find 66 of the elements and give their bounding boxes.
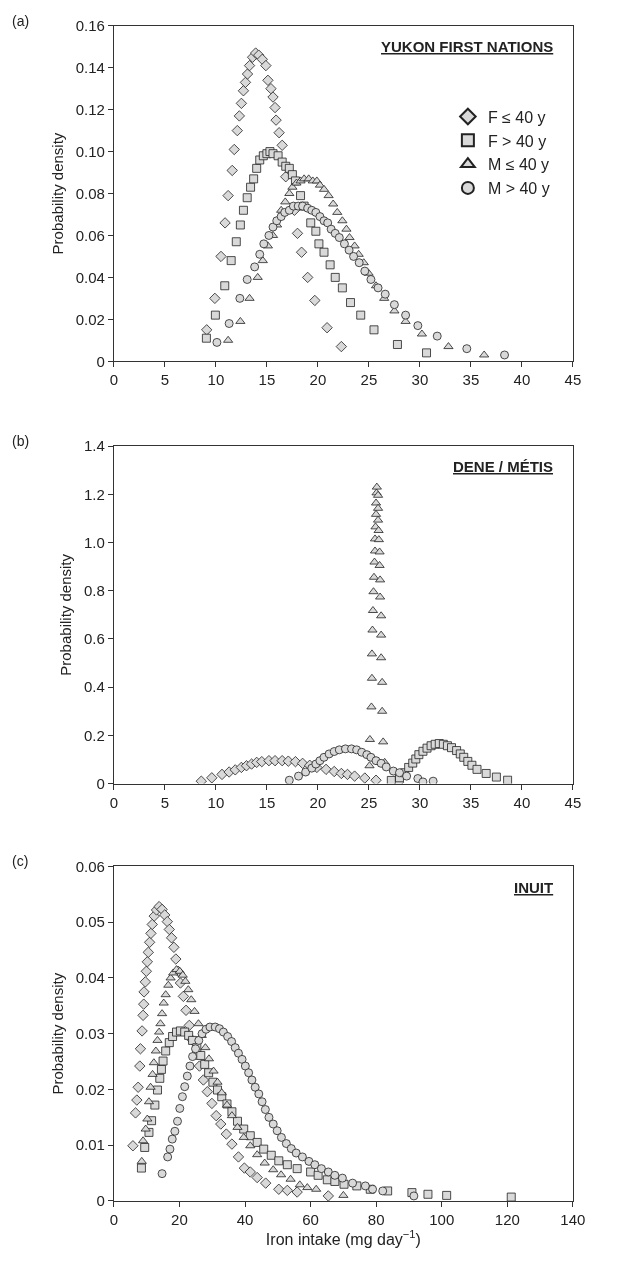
y-tick-label: 0.06 [75,857,105,875]
x-tick-label: 0 [109,371,119,389]
x-tick-label: 40 [513,371,531,389]
y-tick-label: 0.8 [84,582,105,599]
y-tick-label: 0.04 [75,969,105,987]
y-axis-title: Probability density [48,972,66,1095]
y-tick-label: 0.04 [75,268,105,286]
x-axis-title: Iron intake (mg day$^{−1}$) [265,1227,421,1248]
x-tick-label: 0 [109,1210,119,1228]
legend-label: M ≤ 40 y [487,156,550,174]
legend-label: M > 40 y [487,180,550,198]
x-tick-label: 25 [360,793,378,811]
x-tick-label: 35 [462,371,480,389]
text: (c) [12,853,29,869]
y-tick-label: 0.02 [75,1080,105,1098]
y-tick-label: 0.10 [75,142,105,160]
x-tick-label: 20 [171,1210,188,1228]
x-tick-label: 35 [462,793,480,811]
y-tick-label: 0.14 [75,58,105,76]
x-tick-label: 10 [207,371,225,389]
x-tick-label: 5 [160,793,170,811]
x-tick-label: 5 [160,371,170,389]
x-tick-label: 120 [494,1210,520,1228]
text: (a) [12,13,30,29]
x-tick-label: 15 [258,371,276,389]
y-tick-label: 1.2 [84,485,105,503]
x-tick-label: 140 [560,1210,586,1228]
y-tick-label: 0.4 [84,678,105,696]
x-tick-label: 45 [564,371,582,389]
y-tick-label: 0 [96,774,105,792]
x-tick-label: 25 [360,371,378,389]
y-tick-label: 1.0 [84,533,105,551]
x-tick-label: 0 [109,793,119,811]
text: DENE / MÉTIS [453,458,554,475]
y-tick-label: 0 [96,352,105,370]
y-tick-label: 0 [96,1192,105,1210]
legend-label: F > 40 y [487,132,547,150]
x-tick-label: 45 [564,793,582,811]
y-tick-label: 0.2 [84,726,105,744]
x-tick-label: 10 [207,793,225,811]
text: (b) [12,433,30,449]
y-axis-title: Probability density [57,553,75,676]
x-tick-label: 30 [411,371,429,389]
y-tick-label: 0.05 [75,913,105,931]
x-tick-label: 80 [367,1210,385,1228]
x-tick-label: 20 [309,371,327,389]
x-tick-label: 30 [411,793,429,811]
y-tick-label: 0.12 [75,100,105,118]
x-tick-label: 15 [258,793,276,811]
y-tick-label: 0.02 [75,310,105,328]
y-tick-label: 0.08 [75,184,105,202]
x-tick-label: 40 [513,793,531,811]
x-tick-label: 40 [236,1210,254,1228]
y-tick-label: 1.4 [84,437,105,455]
x-tick-label: 100 [429,1210,455,1228]
y-tick-label: 0.16 [75,17,105,35]
text: INUIT [514,879,554,896]
legend-label: F ≤ 40 y [487,108,546,126]
y-tick-label: 0.01 [75,1136,105,1154]
y-tick-label: 0.06 [75,226,105,244]
y-tick-label: 0.6 [84,630,105,648]
text: YUKON FIRST NATIONS [381,38,554,55]
y-axis-title: Probability density [48,132,66,255]
y-tick-label: 0.03 [75,1024,105,1042]
x-tick-label: 60 [302,1210,319,1228]
x-tick-label: 20 [309,793,327,811]
